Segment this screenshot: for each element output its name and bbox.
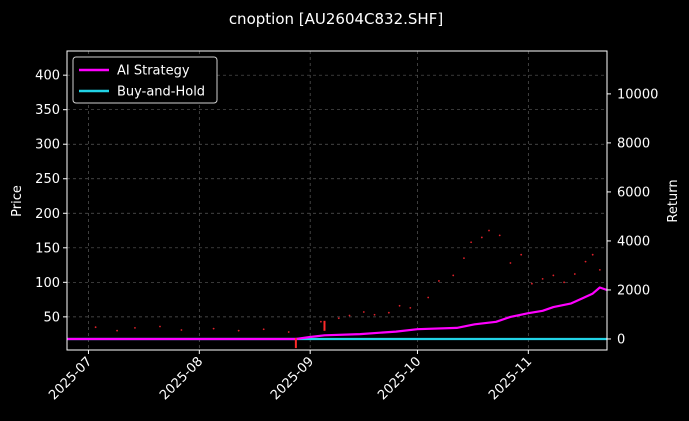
legend: AI Strategy Buy-and-Hold [72, 56, 218, 104]
y-tick-label: 400 [35, 69, 60, 84]
price-point [337, 317, 340, 320]
price-point [498, 234, 501, 237]
y-tick-label: 250 [35, 172, 60, 187]
y-tick-label: 100 [35, 276, 60, 291]
series-lines [67, 286, 608, 341]
legend-label-ai-strategy: AI Strategy [117, 64, 190, 79]
series-line-ai-strategy [67, 286, 608, 341]
y-tick-label: 150 [35, 241, 60, 256]
price-point [463, 257, 465, 260]
price-point [409, 306, 412, 309]
price-point [94, 326, 97, 329]
price-point [552, 274, 555, 277]
price-point [584, 260, 587, 263]
plot-frame [66, 50, 608, 351]
price-point [373, 313, 376, 316]
price-point [531, 282, 533, 285]
y-axis-left: 50 100 150 200 250 300 350 400 [35, 69, 67, 325]
y2-tick-label: 8000 [617, 136, 650, 151]
price-point [488, 229, 490, 232]
y-tick-label: 350 [35, 103, 60, 118]
y2-tick-label: 10000 [617, 87, 658, 102]
y2-tick-label: 0 [617, 332, 625, 347]
trade-markers [294, 320, 326, 349]
price-point [541, 277, 544, 280]
price-point [320, 320, 322, 323]
price-point [480, 236, 483, 239]
y-axis-right: 0 2000 4000 6000 8000 10000 [607, 87, 658, 347]
price-point [262, 328, 265, 331]
price-point [427, 296, 430, 299]
price-point [387, 311, 390, 314]
price-point [398, 304, 401, 307]
price-point [438, 280, 440, 282]
y-tick-label: 300 [35, 138, 60, 153]
y-tick-label: 200 [35, 207, 60, 222]
price-point [563, 281, 565, 284]
legend-label-buy-and-hold: Buy-and-Hold [117, 85, 205, 100]
price-point [116, 329, 118, 332]
price-point [159, 325, 161, 328]
price-points [94, 229, 601, 333]
price-point [520, 253, 523, 256]
price-point [598, 268, 601, 271]
chart-title: cnoption [AU2604C832.SHF] [229, 10, 443, 28]
y2-tick-label: 4000 [617, 234, 650, 249]
price-point [348, 314, 351, 317]
price-point [134, 327, 136, 329]
price-point [237, 329, 240, 332]
y2-tick-label: 2000 [617, 283, 650, 298]
price-point [212, 327, 215, 330]
price-point [287, 331, 290, 333]
price-point [362, 311, 365, 313]
price-point [509, 262, 512, 264]
y-tick-label: 50 [43, 310, 60, 325]
y2-axis-label: Return [666, 179, 681, 222]
price-point [591, 253, 594, 256]
price-point [180, 329, 183, 331]
price-point [452, 274, 455, 277]
price-point [470, 241, 473, 244]
y2-tick-label: 6000 [617, 185, 650, 200]
price-point [573, 273, 576, 275]
y-axis-label: Price [10, 185, 25, 217]
